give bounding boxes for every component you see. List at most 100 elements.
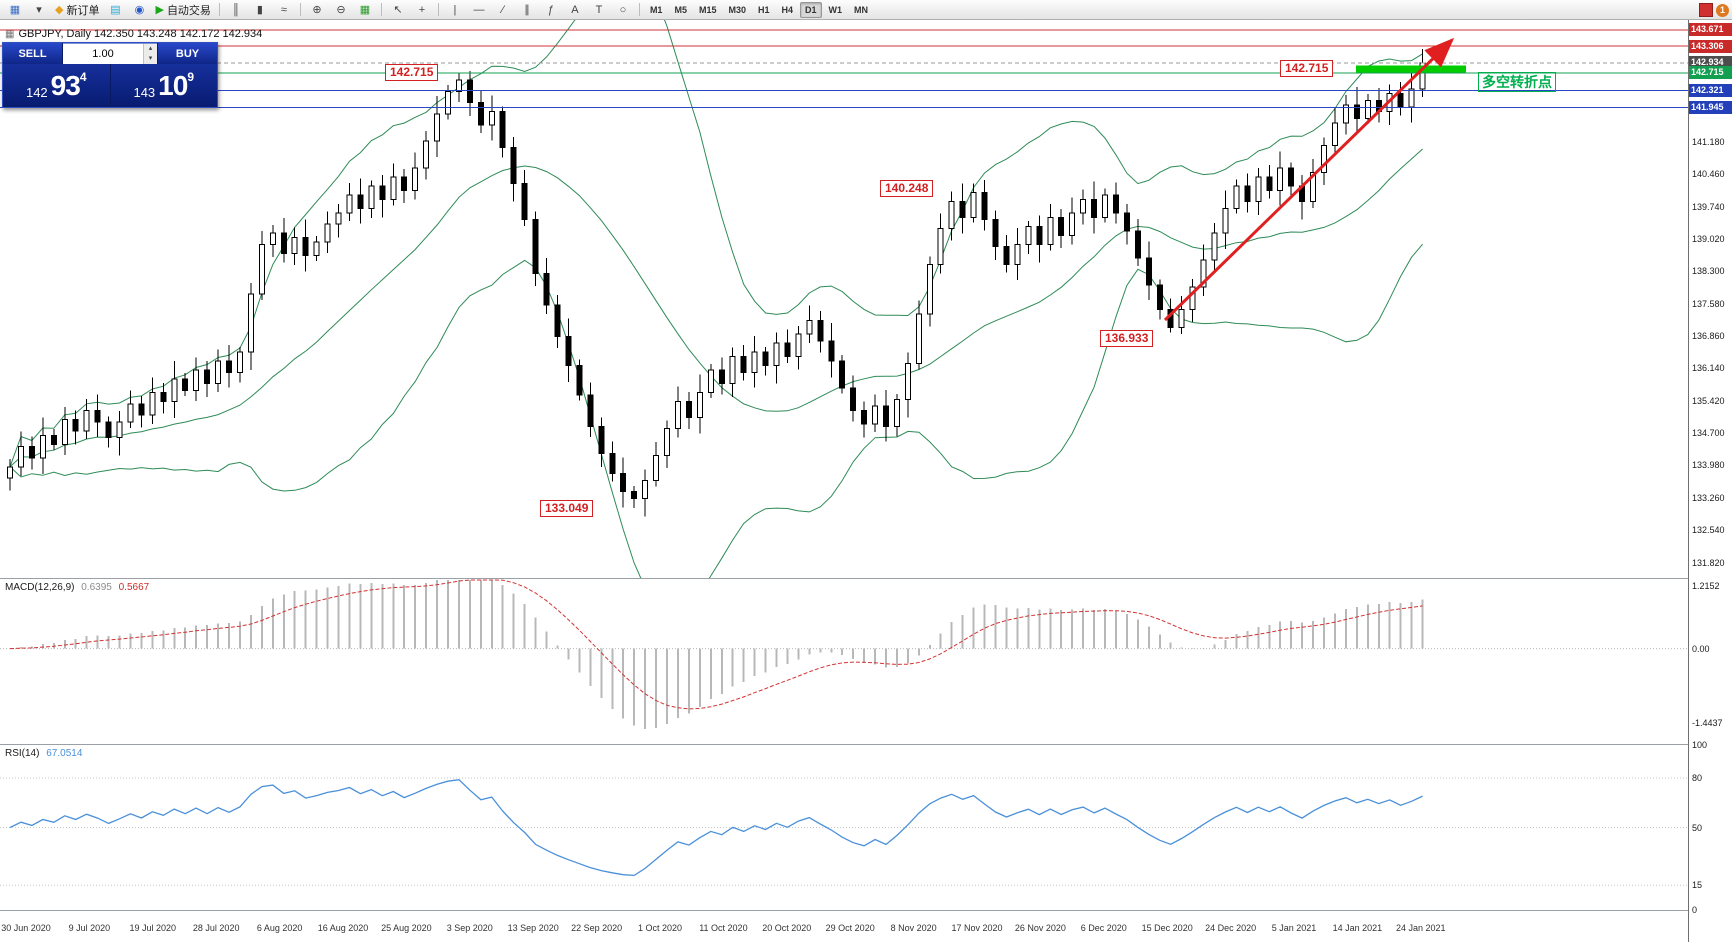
lot-decrease-icon[interactable]: ▾ xyxy=(144,54,157,64)
time-axis-label: 26 Nov 2020 xyxy=(1014,923,1066,933)
chart-title-text: GBPJPY, Daily 142.350 143.248 142.172 14… xyxy=(18,28,263,40)
new-order-button-label: 新订单 xyxy=(66,4,100,17)
alert-button[interactable] xyxy=(1699,3,1713,17)
sell-button[interactable]: SELL xyxy=(3,43,63,64)
time-axis-label: 22 Sep 2020 xyxy=(571,923,623,933)
trendline-button[interactable]: ∕ xyxy=(492,1,514,19)
equidistant-channel-button[interactable]: ∥ xyxy=(516,1,538,19)
price-annotation[interactable]: 142.715 xyxy=(385,64,439,81)
buy-button[interactable]: BUY xyxy=(157,43,217,64)
text-label-button[interactable]: T xyxy=(588,1,610,19)
buy-price-pips: 10 xyxy=(158,69,188,101)
lot-increase-icon[interactable]: ▴ xyxy=(144,44,157,54)
time-axis-label: 19 Jul 2020 xyxy=(129,923,177,933)
price-axis-label: 133.980 xyxy=(1692,460,1725,471)
cursor-button[interactable]: ↖ xyxy=(387,1,409,19)
auto-arrange-icon: ▦ xyxy=(359,4,371,16)
macd-signal-line[interactable] xyxy=(9,579,1423,710)
fibonacci-button[interactable]: ƒ xyxy=(540,1,562,19)
main-price-chart[interactable] xyxy=(0,20,1688,578)
macd-panel[interactable] xyxy=(0,579,1688,744)
panel-separator[interactable] xyxy=(0,744,1732,745)
timeframe-m15[interactable]: M15 xyxy=(698,4,717,15)
lot-size-input[interactable]: 1.00 ▴ ▾ xyxy=(63,43,157,64)
autotrading-button-label: 自动交易 xyxy=(166,4,211,17)
navigator-button[interactable]: ◉ xyxy=(128,1,150,19)
price-annotation[interactable]: 142.715 xyxy=(1280,60,1334,77)
buy-price[interactable]: 143 10 9 xyxy=(109,64,218,107)
toolbar-separator xyxy=(437,3,439,16)
timeframe-m5[interactable]: M5 xyxy=(674,4,687,15)
macd-histogram[interactable] xyxy=(10,580,1424,729)
price-axis[interactable]: 141.180 140.460 139.740 139.020 138.300 137.5… xyxy=(1688,20,1732,942)
time-axis-label: 5 Jan 2021 xyxy=(1271,923,1317,933)
rsi-line[interactable] xyxy=(9,779,1423,877)
line-chart-icon: ≈ xyxy=(280,3,287,16)
breakout-highlight-bar[interactable] xyxy=(1356,65,1466,73)
auto-arrange-button[interactable]: ▦ xyxy=(354,1,376,19)
time-axis-label: 28 Jul 2020 xyxy=(192,923,240,933)
time-axis-label: 16 Aug 2020 xyxy=(317,923,369,933)
macd-axis-label: -1.4437 xyxy=(1692,718,1723,729)
timeframe-m1[interactable]: M1 xyxy=(649,4,663,15)
time-axis-label: 6 Dec 2020 xyxy=(1080,923,1127,933)
candlestick-series[interactable] xyxy=(7,48,1426,517)
rsi-panel[interactable] xyxy=(0,745,1688,910)
new-chart-button[interactable]: ▦ xyxy=(4,1,26,19)
panel-separator[interactable] xyxy=(0,910,1732,911)
zoom-in-icon: ⊕ xyxy=(312,4,322,16)
price-axis-label: 132.540 xyxy=(1692,525,1725,536)
macd-value-signal: 0.5667 xyxy=(118,582,150,593)
shapes-button[interactable]: ○ xyxy=(612,1,634,19)
time-axis-label: 6 Aug 2020 xyxy=(256,923,303,933)
price-tag: 143.306 xyxy=(1689,39,1732,53)
bollinger-bands[interactable] xyxy=(9,20,1423,578)
candlestick-chart-button[interactable]: ▮ xyxy=(249,1,271,19)
market-watch-button[interactable]: ▤ xyxy=(104,1,126,19)
price-annotation[interactable]: 133.049 xyxy=(540,500,594,517)
crosshair-button[interactable]: + xyxy=(411,1,433,19)
timeframe-m30[interactable]: M30 xyxy=(728,4,746,15)
toolbar-separator xyxy=(299,3,301,16)
turning-point-label[interactable]: 多空转折点 xyxy=(1478,72,1556,92)
time-axis-label: 11 Oct 2020 xyxy=(699,923,748,933)
timeframe-h4[interactable]: H4 xyxy=(781,4,794,15)
zoom-in-button[interactable]: ⊕ xyxy=(306,1,328,19)
price-tag: 142.321 xyxy=(1689,84,1732,97)
lot-size-value: 1.00 xyxy=(92,48,114,60)
text-button[interactable]: A xyxy=(564,1,586,19)
horizontal-line-button[interactable]: — xyxy=(468,1,490,19)
chart-title: ▦ GBPJPY, Daily 142.350 143.248 142.172 … xyxy=(5,28,262,40)
macd-label: MACD(12,26,9) 0.6395 0.5667 xyxy=(5,582,149,593)
timeframe-mn[interactable]: MN xyxy=(854,4,869,15)
price-annotation[interactable]: 140.248 xyxy=(880,180,934,197)
price-level-lines[interactable] xyxy=(0,29,1688,108)
price-annotation[interactable]: 136.933 xyxy=(1100,330,1154,347)
price-tag: 142.715 xyxy=(1689,66,1732,80)
candlestick-chart-icon: ▮ xyxy=(256,4,263,16)
toolbar-right-group: 1 xyxy=(1699,0,1729,20)
new-order-button[interactable]: ◆ 新订单 xyxy=(52,1,102,19)
fibonacci-icon: ƒ xyxy=(547,3,554,16)
timeframe-d1[interactable]: D1 xyxy=(800,1,822,18)
bar-chart-button[interactable]: ║ xyxy=(225,1,247,19)
timeframe-h1[interactable]: H1 xyxy=(758,4,770,15)
lot-spinner[interactable]: ▴ ▾ xyxy=(143,44,157,64)
notification-badge[interactable]: 1 xyxy=(1716,3,1729,17)
sell-price[interactable]: 142 93 4 xyxy=(3,64,110,107)
vertical-line-button[interactable]: | xyxy=(444,1,466,19)
rsi-axis-label: 80 xyxy=(1692,773,1703,783)
time-axis[interactable]: 30 Jun 2020 9 Jul 2020 19 Jul 2020 28 Jul 2… xyxy=(0,911,1688,942)
zoom-out-icon: ⊖ xyxy=(336,4,346,16)
timeframe-w1[interactable]: W1 xyxy=(828,4,843,15)
time-axis-label: 25 Aug 2020 xyxy=(381,923,432,933)
line-chart-button[interactable]: ≈ xyxy=(273,1,295,19)
autotrading-button[interactable]: ▶ 自动交易 xyxy=(152,1,213,19)
trend-arrow[interactable] xyxy=(1163,37,1455,322)
zoom-out-button[interactable]: ⊖ xyxy=(330,1,352,19)
macd-axis-label: 0.00 xyxy=(1692,643,1710,654)
macd-value-main: 0.6395 xyxy=(81,582,112,593)
price-axis-label: 136.860 xyxy=(1692,331,1725,341)
chart-profiles-dropdown[interactable]: ▾ xyxy=(28,1,50,19)
panel-separator[interactable] xyxy=(0,578,1732,579)
